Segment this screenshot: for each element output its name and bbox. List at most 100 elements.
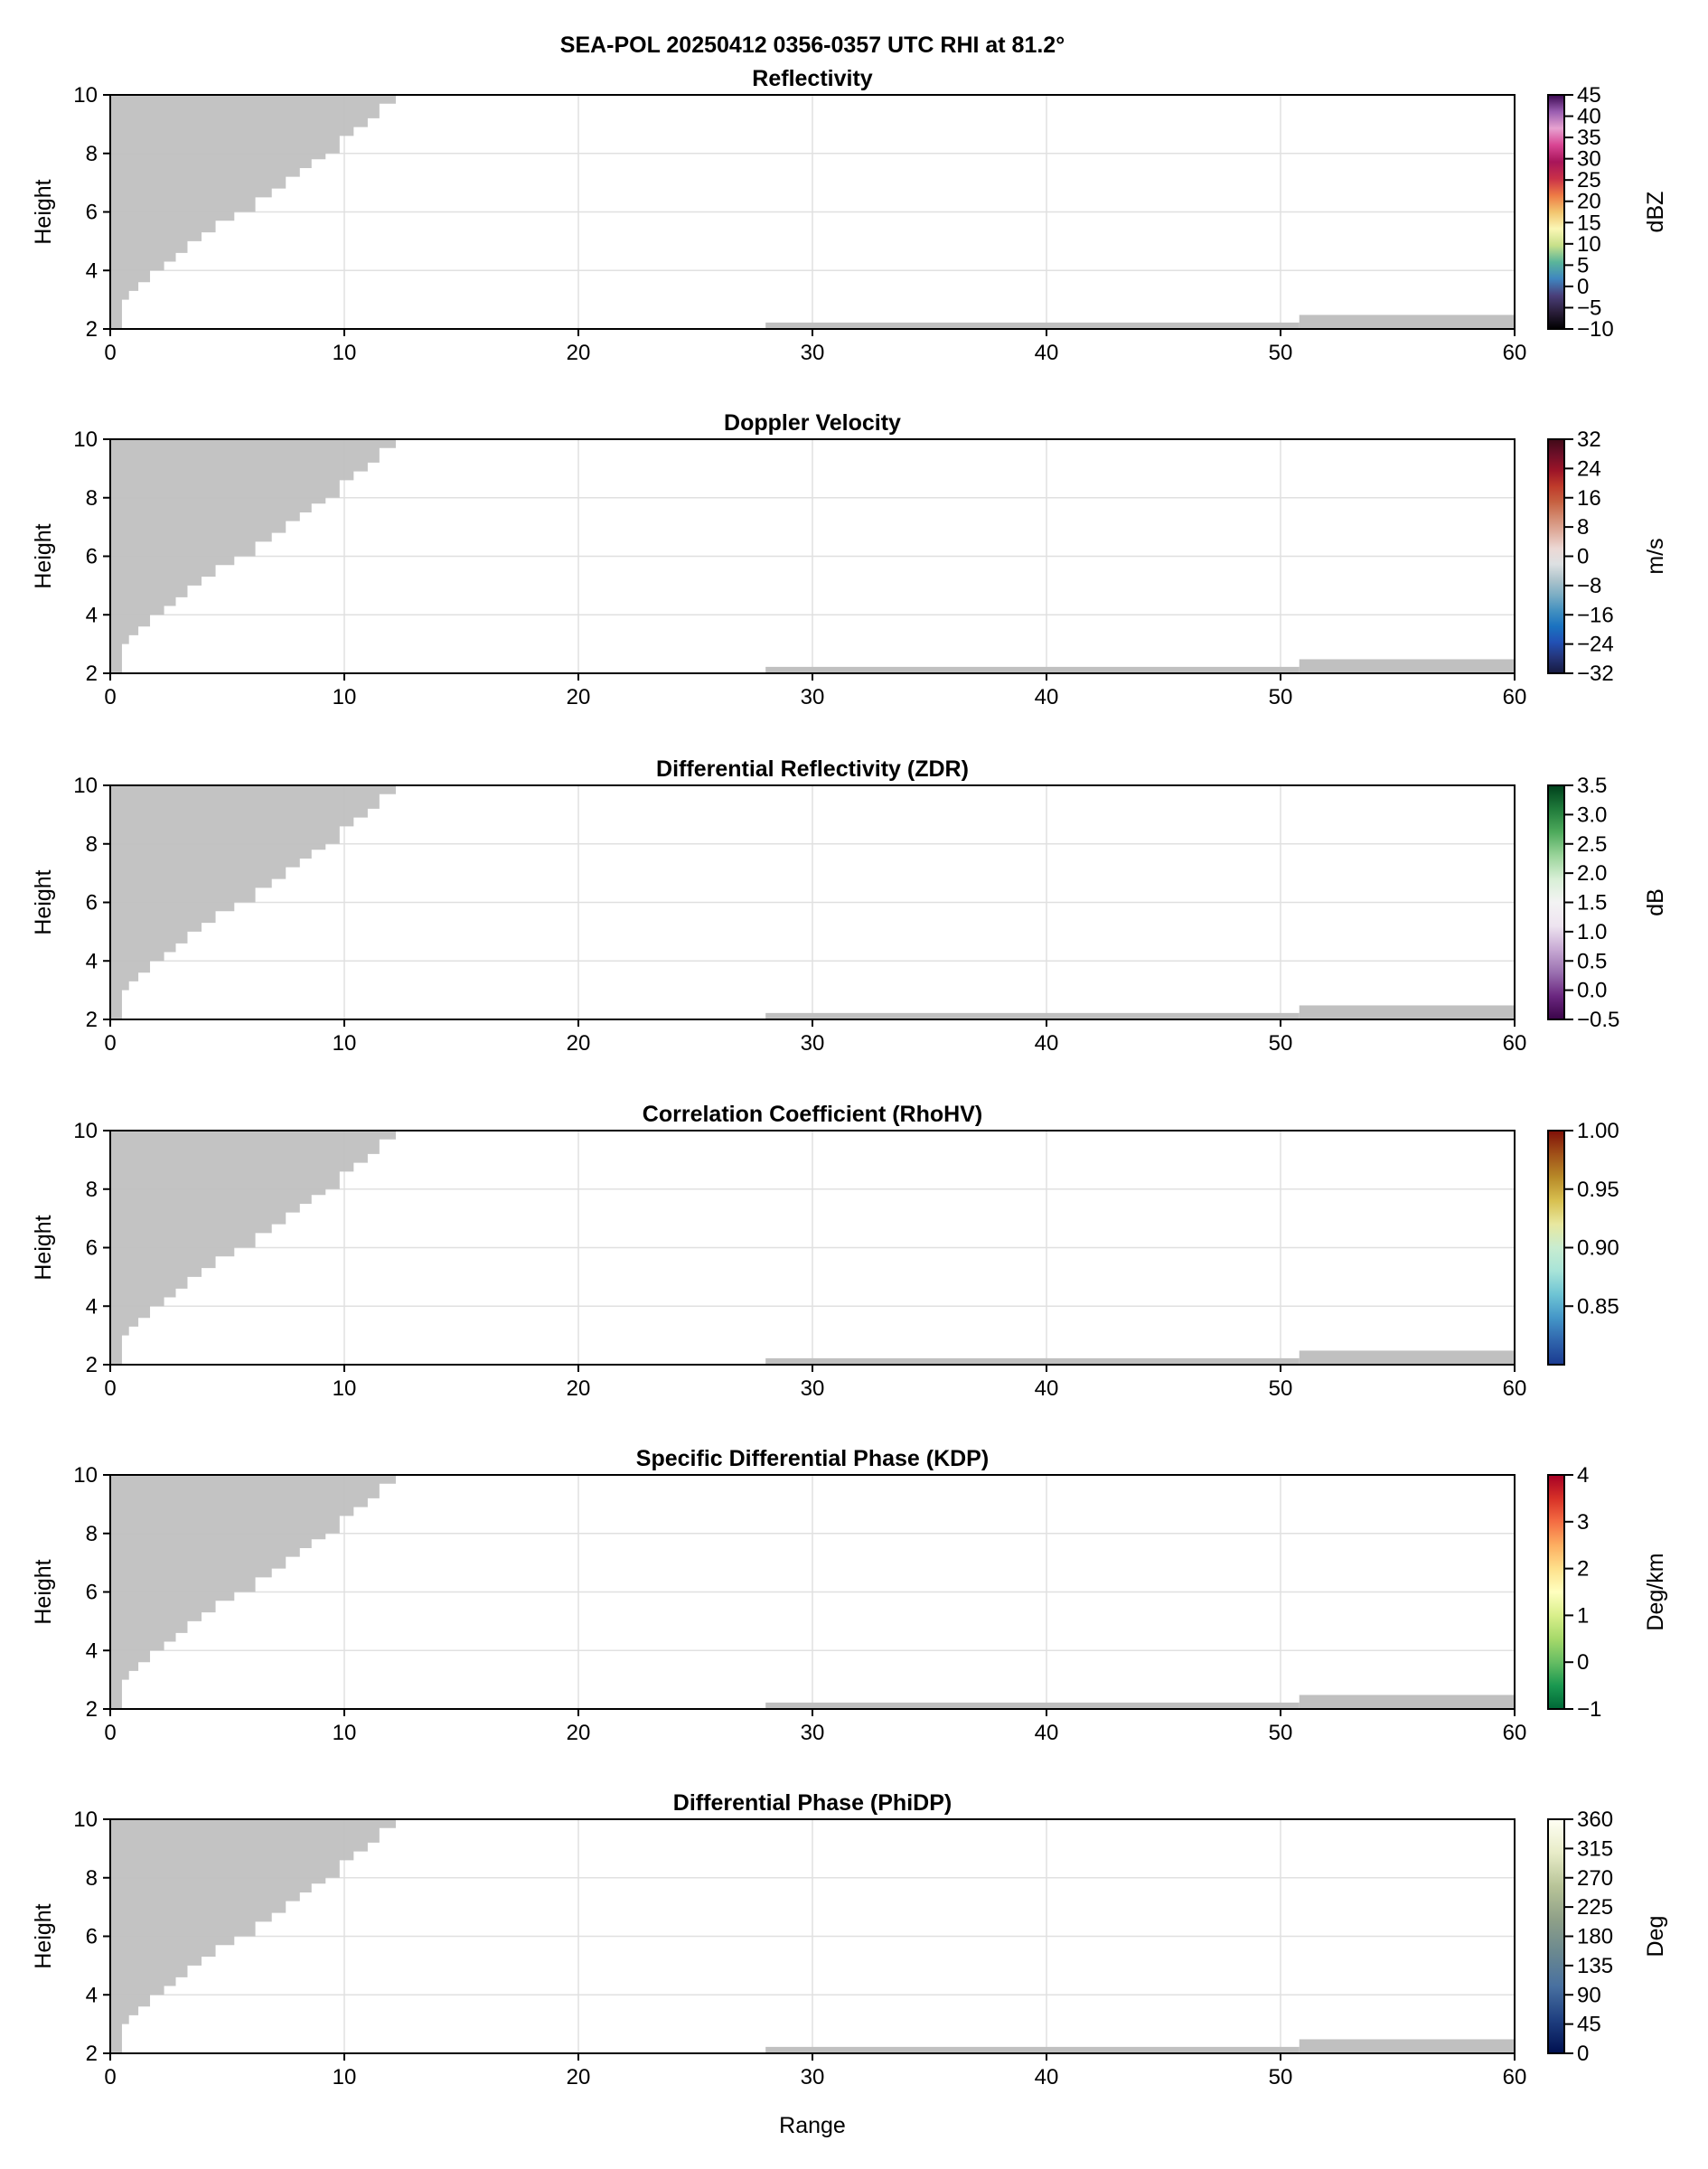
colorbar bbox=[1547, 784, 1565, 1020]
colorbar-tick-label: −0.5 bbox=[1577, 1008, 1619, 1032]
colorbar-tick-label: 20 bbox=[1577, 190, 1601, 214]
y-tick-label: 4 bbox=[86, 949, 98, 973]
y-tick-label: 6 bbox=[86, 545, 98, 569]
colorbar-tick-label: 32 bbox=[1577, 427, 1601, 452]
x-tick-label: 0 bbox=[104, 2065, 116, 2089]
panel-title: Reflectivity bbox=[752, 66, 872, 91]
masked-region bbox=[110, 785, 408, 1019]
colorbar bbox=[1547, 1474, 1565, 1710]
y-tick-label: 4 bbox=[86, 1638, 98, 1663]
colorbar-label: m/s bbox=[1643, 538, 1668, 574]
y-tick-label: 6 bbox=[86, 1925, 98, 1949]
y-axis-label: Height bbox=[31, 1215, 56, 1280]
panel-5: Differential Phase (PhiDP)0 10 20 30 40 50 602… bbox=[31, 1790, 1668, 2089]
y-tick-label: 2 bbox=[86, 317, 98, 342]
masked-region bbox=[110, 439, 408, 673]
x-tick-label: 50 bbox=[1269, 341, 1293, 365]
colorbar-tick-label: 270 bbox=[1577, 1866, 1613, 1891]
x-tick-label: 60 bbox=[1503, 1376, 1527, 1401]
colorbar-tick-label: 24 bbox=[1577, 456, 1601, 481]
y-tick-label: 6 bbox=[86, 201, 98, 225]
y-tick-label: 2 bbox=[86, 1697, 98, 1722]
masked-ground-block bbox=[765, 322, 1300, 329]
colorbar-tick-label: −5 bbox=[1577, 296, 1601, 320]
masked-ground-block bbox=[1299, 1350, 1515, 1365]
x-axis-label: Range bbox=[779, 2113, 846, 2138]
x-tick-label: 10 bbox=[333, 685, 357, 709]
x-tick-label: 0 bbox=[104, 341, 116, 365]
x-tick-label: 60 bbox=[1503, 1031, 1527, 1056]
colorbar-tick-label: 0.0 bbox=[1577, 979, 1607, 1003]
colorbar-tick-label: −24 bbox=[1577, 633, 1614, 657]
x-tick-label: 50 bbox=[1269, 1721, 1293, 1745]
x-tick-label: 20 bbox=[567, 1376, 591, 1401]
x-tick-label: 60 bbox=[1503, 685, 1527, 709]
colorbar-tick-label: 0.90 bbox=[1577, 1236, 1619, 1261]
colorbar-tick-label: 225 bbox=[1577, 1895, 1613, 1920]
masked-ground-block bbox=[1299, 1695, 1515, 1709]
colorbar-tick-label: 2.0 bbox=[1577, 861, 1607, 886]
colorbar-tick-label: 45 bbox=[1577, 2013, 1601, 2037]
panel-3: Correlation Coefficient (RhoHV)0 10 20 30 40… bbox=[31, 1102, 1619, 1401]
colorbar-tick-label: −8 bbox=[1577, 574, 1601, 598]
y-axis-label: Height bbox=[31, 869, 56, 934]
y-tick-label: 10 bbox=[73, 83, 98, 108]
colorbar-tick-label: 180 bbox=[1577, 1925, 1613, 1949]
colorbar-label: Deg/km bbox=[1643, 1553, 1668, 1630]
colorbar-tick-label: 1.0 bbox=[1577, 920, 1607, 944]
x-tick-label: 30 bbox=[801, 1376, 825, 1401]
colorbar-tick-label: 315 bbox=[1577, 1836, 1613, 1861]
x-tick-label: 40 bbox=[1035, 341, 1059, 365]
colorbar-tick-label: 0.95 bbox=[1577, 1178, 1619, 1202]
y-tick-label: 2 bbox=[86, 662, 98, 686]
colorbar-tick-label: 16 bbox=[1577, 486, 1601, 511]
colorbar-tick-label: 30 bbox=[1577, 147, 1601, 172]
masked-region bbox=[110, 95, 408, 329]
colorbar-tick-label: 4 bbox=[1577, 1463, 1589, 1488]
y-tick-label: 10 bbox=[73, 1808, 98, 1832]
colorbar-tick-label: 360 bbox=[1577, 1808, 1613, 1832]
panel-title: Differential Phase (PhiDP) bbox=[673, 1790, 952, 1816]
colorbar-tick-label: 2 bbox=[1577, 1557, 1589, 1582]
y-axis-label: Height bbox=[31, 1903, 56, 1968]
panel-4: Specific Differential Phase (KDP)0 10 20 30… bbox=[31, 1446, 1668, 1745]
x-tick-label: 40 bbox=[1035, 1721, 1059, 1745]
x-tick-label: 0 bbox=[104, 1721, 116, 1745]
y-tick-label: 8 bbox=[86, 832, 98, 857]
colorbar bbox=[1547, 1130, 1565, 1366]
y-tick-label: 4 bbox=[86, 258, 98, 283]
colorbar-tick-label: −10 bbox=[1577, 317, 1614, 342]
x-tick-label: 60 bbox=[1503, 2065, 1527, 2089]
panel-2: Differential Reflectivity (ZDR)0 10 20 30 40… bbox=[31, 756, 1668, 1056]
colorbar-tick-label: 0.85 bbox=[1577, 1294, 1619, 1319]
colorbar-tick-label: 3.5 bbox=[1577, 774, 1607, 798]
x-tick-label: 10 bbox=[333, 1031, 357, 1056]
colorbar-tick-label: 0 bbox=[1577, 275, 1589, 299]
x-tick-label: 30 bbox=[801, 1721, 825, 1745]
colorbar bbox=[1547, 94, 1565, 330]
y-tick-label: 4 bbox=[86, 1294, 98, 1319]
y-tick-label: 10 bbox=[73, 774, 98, 798]
y-tick-label: 6 bbox=[86, 891, 98, 915]
masked-region bbox=[110, 1475, 408, 1709]
x-tick-label: 20 bbox=[567, 685, 591, 709]
colorbar-label: Deg bbox=[1643, 1916, 1668, 1958]
y-tick-label: 6 bbox=[86, 1581, 98, 1605]
y-tick-label: 4 bbox=[86, 1983, 98, 2007]
x-tick-label: 20 bbox=[567, 341, 591, 365]
x-tick-label: 0 bbox=[104, 1376, 116, 1401]
colorbar-tick-label: 1 bbox=[1577, 1603, 1589, 1628]
x-tick-label: 40 bbox=[1035, 1376, 1059, 1401]
colorbar-tick-label: 0 bbox=[1577, 2042, 1589, 2066]
colorbar-tick-label: 3.0 bbox=[1577, 803, 1607, 827]
colorbar-tick-label: 0 bbox=[1577, 545, 1589, 569]
colorbar-tick-label: 90 bbox=[1577, 1983, 1601, 2007]
y-tick-label: 10 bbox=[73, 1119, 98, 1143]
x-tick-label: 10 bbox=[333, 1721, 357, 1745]
y-tick-label: 6 bbox=[86, 1236, 98, 1261]
x-tick-label: 40 bbox=[1035, 685, 1059, 709]
x-tick-label: 60 bbox=[1503, 1721, 1527, 1745]
masked-ground-block bbox=[1299, 2039, 1515, 2053]
